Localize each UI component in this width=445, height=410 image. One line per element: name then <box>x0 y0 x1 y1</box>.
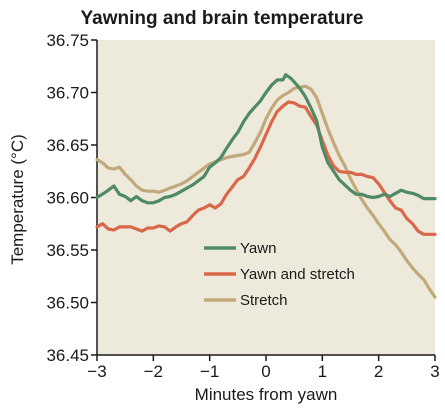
y-tick-label: 36.60 <box>46 189 89 208</box>
x-tick-label: 0 <box>261 362 270 381</box>
y-tick-label: 36.55 <box>46 241 89 260</box>
y-tick-label: 36.75 <box>46 31 89 50</box>
x-tick-label: −2 <box>144 362 163 381</box>
x-tick-label: −3 <box>87 362 106 381</box>
y-tick-label: 36.70 <box>46 84 89 103</box>
legend-label-stretch: Stretch <box>240 292 288 309</box>
series-line-yawn <box>95 73 437 205</box>
y-tick-label: 36.45 <box>46 346 89 365</box>
y-tick-label: 36.50 <box>46 294 89 313</box>
x-tick-label: −1 <box>200 362 219 381</box>
legend: Yawn Yawn and stretch Stretch <box>204 240 355 309</box>
x-axis-label: Minutes from yawn <box>195 385 338 404</box>
series-line-stretch <box>95 84 437 299</box>
series-layer <box>95 73 437 299</box>
x-tick-label: 1 <box>318 362 327 381</box>
axes-layer: 36.45 36.50 36.55 36.60 36.65 36.70 36.75 −3 −2 −… <box>46 31 439 381</box>
y-axis-label: Temperature (°C) <box>8 134 27 265</box>
chart-title: Yawning and brain temperature <box>81 8 364 29</box>
y-tick-label: 36.65 <box>46 136 89 155</box>
x-tick-label: 3 <box>430 362 439 381</box>
x-tick-label: 2 <box>374 362 383 381</box>
legend-label-yawn: Yawn <box>240 240 276 257</box>
legend-label-yawn-and-stretch: Yawn and stretch <box>240 266 355 283</box>
series-line-yawn-and-stretch <box>95 100 437 236</box>
